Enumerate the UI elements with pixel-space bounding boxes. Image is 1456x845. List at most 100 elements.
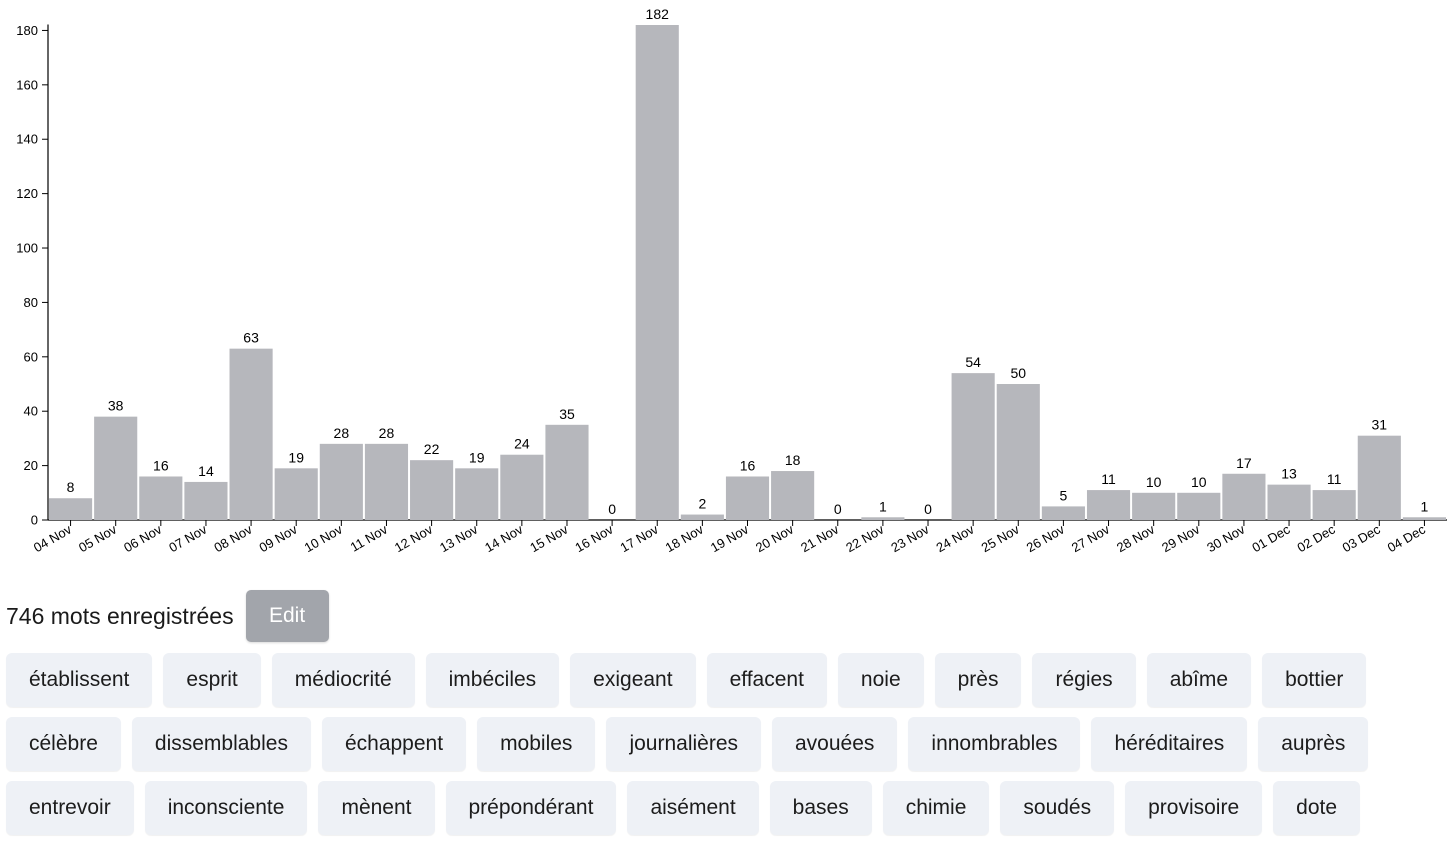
- bar-value-label: 16: [153, 457, 169, 473]
- x-tick-label: 17 Nov: [618, 521, 662, 555]
- bar-value-label: 31: [1372, 417, 1388, 433]
- x-tick-label: 14 Nov: [482, 521, 526, 555]
- x-tick-label: 04 Dec: [1385, 521, 1429, 555]
- bar-value-label: 50: [1010, 365, 1026, 381]
- x-tick-label: 01 Dec: [1249, 521, 1293, 555]
- word-chip[interactable]: établissent: [6, 653, 153, 707]
- x-tick-label: 18 Nov: [663, 521, 707, 555]
- y-tick-label: 80: [24, 295, 38, 310]
- word-chip[interactable]: imbéciles: [425, 653, 560, 707]
- word-chip-list: établissent esprit médiocrité imbéciles …: [6, 653, 1446, 845]
- word-chip[interactable]: effacent: [706, 653, 827, 707]
- x-tick-label: 16 Nov: [572, 521, 616, 555]
- word-chip[interactable]: exigeant: [570, 653, 696, 707]
- word-chip[interactable]: échappent: [321, 717, 467, 771]
- y-tick-label: 140: [16, 132, 38, 147]
- word-chip[interactable]: auprès: [1258, 717, 1369, 771]
- x-tick-label: 19 Nov: [708, 521, 752, 555]
- y-tick-label: 40: [24, 404, 38, 419]
- x-tick-label: 24 Nov: [933, 521, 977, 555]
- bar-value-label: 54: [965, 354, 981, 370]
- word-chip[interactable]: célèbre: [6, 717, 121, 771]
- word-chip[interactable]: noie: [837, 653, 924, 707]
- bar: [94, 416, 138, 520]
- x-tick-label: 13 Nov: [437, 521, 481, 555]
- word-chip[interactable]: près: [934, 653, 1022, 707]
- word-chip[interactable]: inconsciente: [144, 781, 308, 835]
- x-tick-label: 09 Nov: [257, 521, 301, 555]
- word-chip[interactable]: journalières: [606, 717, 761, 771]
- bar-value-label: 1: [1421, 498, 1429, 514]
- bar-value-label: 63: [243, 330, 259, 346]
- word-chip[interactable]: provisoire: [1125, 781, 1263, 835]
- y-tick-label: 120: [16, 186, 38, 201]
- x-tick-label: 15 Nov: [527, 521, 571, 555]
- x-tick-label: 25 Nov: [979, 521, 1023, 555]
- x-tick-label: 05 Nov: [76, 521, 120, 555]
- word-chip[interactable]: prépondérant: [445, 781, 617, 835]
- bar-value-label: 10: [1191, 474, 1207, 490]
- word-chip[interactable]: soudés: [1000, 781, 1115, 835]
- word-chip[interactable]: bases: [769, 781, 872, 835]
- word-row: entrevoir inconsciente mènent prépondéra…: [6, 781, 1446, 835]
- bar: [184, 481, 228, 520]
- bar: [364, 443, 409, 520]
- x-tick-label: 22 Nov: [843, 521, 887, 555]
- x-tick-label: 21 Nov: [798, 521, 842, 555]
- bar-value-label: 19: [288, 449, 304, 465]
- bar: [680, 514, 724, 520]
- word-chip[interactable]: mènent: [318, 781, 435, 835]
- bar: [1041, 506, 1085, 520]
- bar-value-label: 24: [514, 436, 530, 452]
- word-chip[interactable]: innombrables: [908, 717, 1081, 771]
- word-chip[interactable]: dote: [1273, 781, 1361, 835]
- word-chip[interactable]: chimie: [882, 781, 990, 835]
- bar: [1222, 473, 1266, 520]
- x-tick-label: 02 Dec: [1294, 521, 1338, 555]
- word-chip[interactable]: dissemblables: [131, 717, 311, 771]
- word-count-label: 746 mots enregistrées: [6, 602, 234, 629]
- bar: [951, 373, 995, 520]
- bar-value-label: 28: [379, 425, 395, 441]
- bar: [1312, 490, 1356, 520]
- word-chip[interactable]: abîme: [1146, 653, 1252, 707]
- word-chip[interactable]: esprit: [163, 653, 261, 707]
- y-tick-label: 180: [16, 23, 38, 38]
- bar: [455, 468, 499, 520]
- word-chip[interactable]: bottier: [1262, 653, 1367, 707]
- word-row: établissent esprit médiocrité imbéciles …: [6, 653, 1446, 707]
- bar-value-label: 2: [698, 496, 706, 512]
- x-tick-label: 10 Nov: [302, 521, 346, 555]
- x-tick-label: 26 Nov: [1024, 521, 1068, 555]
- word-chip[interactable]: régies: [1032, 653, 1136, 707]
- bar-value-label: 8: [67, 479, 75, 495]
- x-tick-label: 27 Nov: [1069, 521, 1113, 555]
- bar-value-label: 18: [785, 452, 801, 468]
- word-chip[interactable]: entrevoir: [6, 781, 134, 835]
- bar-value-label: 19: [469, 449, 485, 465]
- bar: [1267, 484, 1311, 520]
- word-chip[interactable]: avouées: [772, 717, 898, 771]
- bar: [1357, 435, 1401, 520]
- bar: [229, 348, 273, 520]
- word-row: célèbre dissemblables échappent mobiles …: [6, 717, 1446, 771]
- x-tick-label: 20 Nov: [753, 521, 797, 555]
- word-chip[interactable]: médiocrité: [271, 653, 415, 707]
- bar: [274, 468, 318, 520]
- bar-value-label: 11: [1327, 471, 1342, 487]
- bar-value-label: 10: [1146, 474, 1162, 490]
- x-tick-label: 06 Nov: [121, 521, 165, 555]
- bar-value-label: 22: [424, 441, 440, 457]
- x-tick-label: 30 Nov: [1204, 521, 1248, 555]
- word-chip[interactable]: héréditaires: [1091, 717, 1248, 771]
- bar-value-label: 28: [334, 425, 350, 441]
- word-chip[interactable]: mobiles: [477, 717, 596, 771]
- x-tick-label: 11 Nov: [348, 521, 391, 554]
- bar-value-label: 1: [879, 498, 887, 514]
- bar-value-label: 38: [108, 398, 124, 414]
- word-chip[interactable]: aisément: [627, 781, 759, 835]
- bar-value-label: 14: [198, 463, 214, 479]
- edit-button[interactable]: Edit: [245, 590, 329, 642]
- bar: [725, 476, 770, 520]
